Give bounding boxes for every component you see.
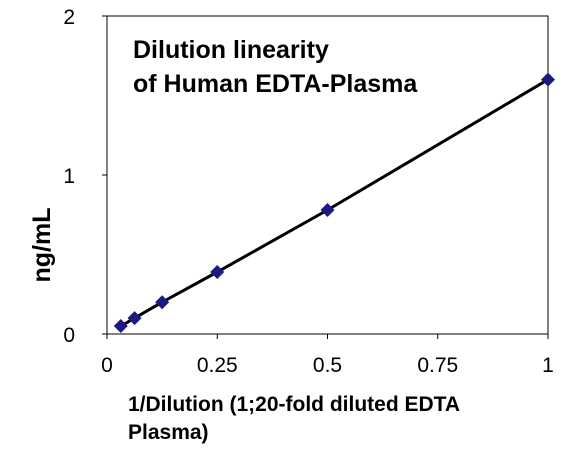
x-axis-ticks: 0 0.25 0.5 0.75 1 [101,334,554,377]
data-point-marker [320,202,335,217]
x-tick-label: 0.25 [197,354,238,377]
y-tick-label: 2 [63,6,75,29]
data-point-marker [541,72,555,87]
x-axis-label-line-1: 1/Dilution (1;20-fold diluted EDTA [128,393,460,416]
plot-area [106,15,549,335]
data-point-marker [113,319,128,334]
x-tick-label: 0 [101,354,113,377]
x-tick-label: 0.5 [313,354,342,377]
x-tick-label: 0.75 [417,354,458,377]
data-points [113,72,555,334]
x-axis-label-line-2: Plasma) [128,421,209,444]
y-axis-ticks: 0 1 2 [63,6,107,347]
y-tick-label: 1 [63,165,75,188]
y-axis-label: ng/mL [28,208,56,283]
data-point-marker [155,295,170,310]
data-point-marker [210,264,225,279]
y-tick-label: 0 [63,324,75,347]
x-tick-label: 1 [542,354,554,377]
chart-title-line-2: of Human EDTA-Plasma [133,70,418,98]
chart-title-line-1: Dilution linearity [133,36,329,64]
data-point-marker [127,311,142,326]
